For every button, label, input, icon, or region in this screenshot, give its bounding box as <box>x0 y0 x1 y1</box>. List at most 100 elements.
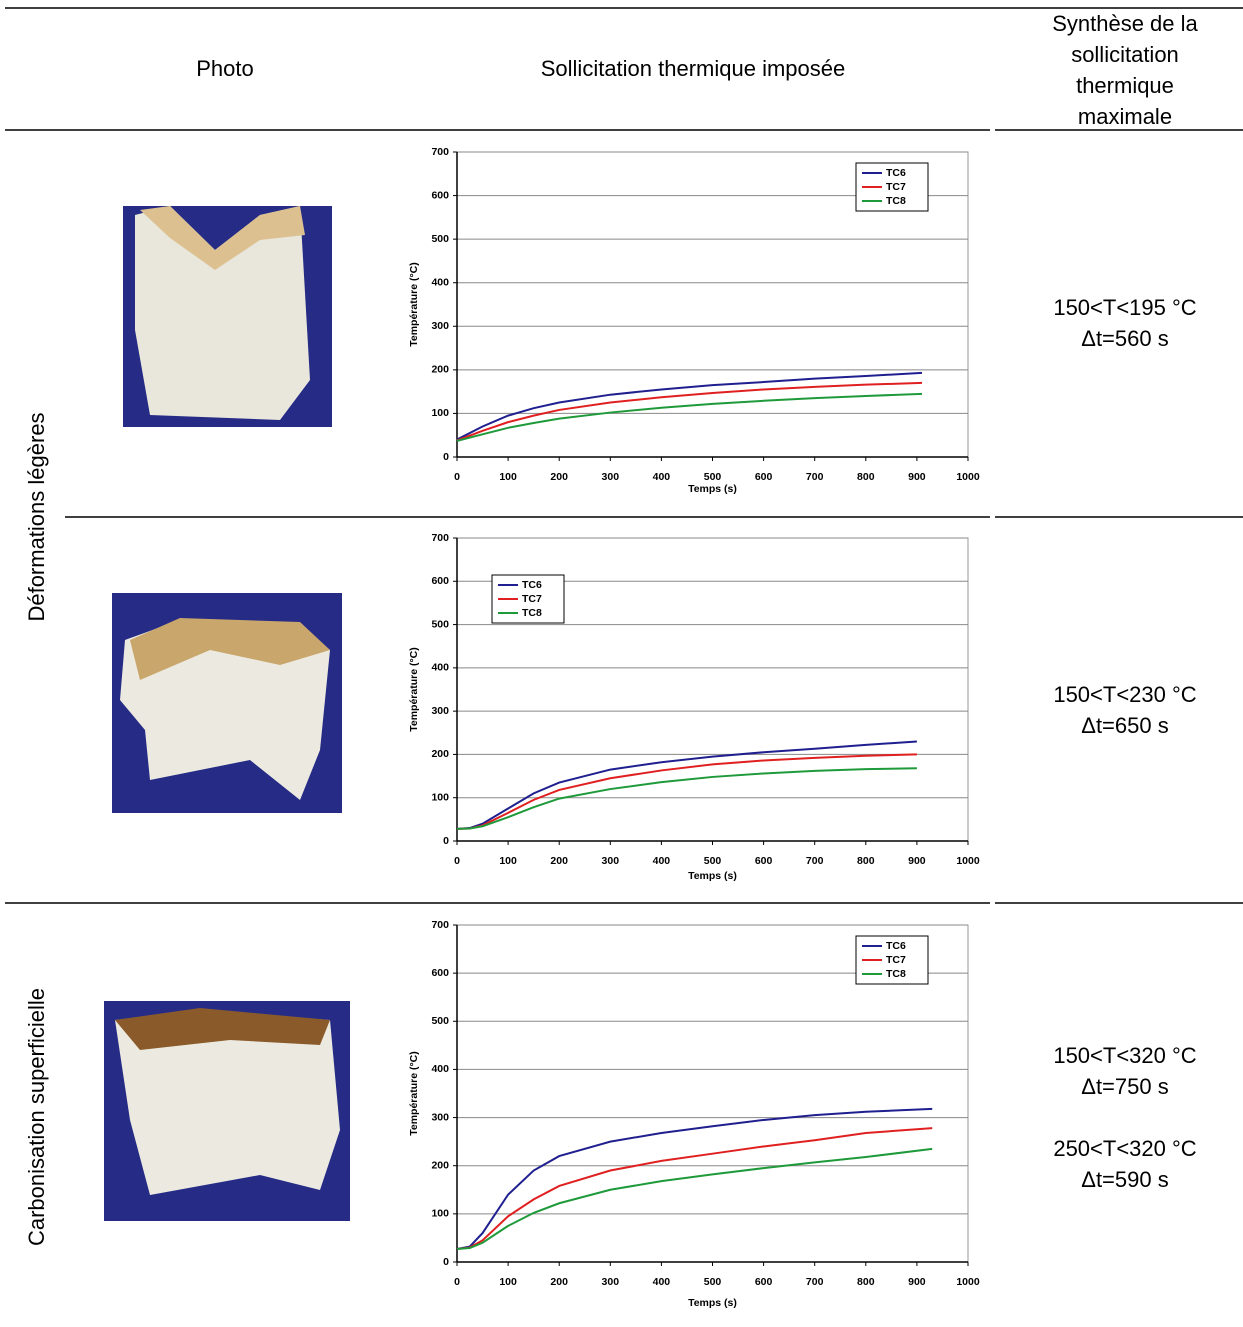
y-tick-label: 0 <box>443 451 449 463</box>
legend-label: TC8 <box>886 195 906 207</box>
y-tick-label: 500 <box>431 1015 449 1027</box>
synthesis-text: Δt=750 s <box>1081 1074 1168 1099</box>
x-tick-label: 500 <box>704 1276 722 1288</box>
y-tick-label: 500 <box>431 618 449 630</box>
data-line <box>456 1127 933 1250</box>
data-line <box>456 767 917 830</box>
y-tick-label: 0 <box>443 835 449 847</box>
data-line <box>456 740 917 830</box>
x-tick-label: 0 <box>454 1276 460 1288</box>
header-cell: Photo <box>196 56 254 81</box>
synthesis-text: Δt=560 s <box>1081 326 1168 351</box>
y-tick-label: 400 <box>431 662 449 674</box>
y-axis-label: Température (°C) <box>408 262 420 347</box>
y-tick-label: 700 <box>431 146 449 158</box>
y-tick-label: 400 <box>431 1063 449 1075</box>
data-line <box>456 371 923 441</box>
y-tick-label: 0 <box>443 1256 449 1268</box>
y-tick-label: 300 <box>431 705 449 717</box>
y-tick-label: 400 <box>431 276 449 288</box>
y-tick-label: 200 <box>431 364 449 376</box>
y-tick-label: 100 <box>431 791 449 803</box>
legend-label: TC6 <box>886 167 906 179</box>
photo <box>123 206 332 427</box>
x-tick-label: 100 <box>499 1276 517 1288</box>
x-tick-label: 600 <box>755 471 773 483</box>
x-tick-label: 600 <box>755 855 773 867</box>
legend-label: TC7 <box>522 593 542 605</box>
x-tick-label: 900 <box>908 1276 926 1288</box>
x-tick-label: 0 <box>454 471 460 483</box>
legend-label: TC7 <box>886 181 906 193</box>
x-tick-label: 300 <box>602 471 620 483</box>
y-tick-label: 700 <box>431 919 449 931</box>
synthesis-text: 150<T<230 °C <box>1053 682 1196 707</box>
x-tick-label: 900 <box>908 471 926 483</box>
y-tick-label: 700 <box>431 532 449 544</box>
y-tick-label: 200 <box>431 748 449 760</box>
x-tick-label: 0 <box>454 855 460 867</box>
x-tick-label: 700 <box>806 855 824 867</box>
legend-label: TC6 <box>886 940 906 952</box>
synthesis-text: 250<T<320 °C <box>1053 1136 1196 1161</box>
data-line <box>456 381 923 442</box>
y-tick-label: 500 <box>431 233 449 245</box>
header-cell: Synthèse de la sollicitation thermique m… <box>1052 11 1198 129</box>
x-tick-label: 1000 <box>956 855 980 867</box>
y-tick-label: 600 <box>431 575 449 587</box>
x-tick-label: 600 <box>755 1276 773 1288</box>
data-line <box>456 392 923 442</box>
header-cell: Sollicitation thermique imposée <box>541 56 846 81</box>
legend-label: TC6 <box>522 579 542 591</box>
x-tick-label: 1000 <box>956 471 980 483</box>
x-tick-label: 800 <box>857 471 875 483</box>
row-group-label: Déformations légères <box>24 412 49 621</box>
x-tick-label: 700 <box>806 1276 824 1288</box>
x-axis-label: Temps (s) <box>688 483 737 495</box>
synthesis-text: 150<T<320 °C <box>1053 1043 1196 1068</box>
x-tick-label: 500 <box>704 471 722 483</box>
x-tick-label: 400 <box>653 471 671 483</box>
x-tick-label: 300 <box>602 1276 620 1288</box>
x-tick-label: 400 <box>653 1276 671 1288</box>
synthesis-text: 150<T<195 °C <box>1053 295 1196 320</box>
legend: TC6 TC7 TC8 <box>855 935 929 985</box>
y-axis-label: Température (°C) <box>408 647 420 732</box>
y-axis-label: Température (°C) <box>408 1051 420 1136</box>
x-tick-label: 100 <box>499 471 517 483</box>
data-line <box>456 1107 933 1250</box>
legend: TC6 TC7 TC8 <box>855 162 929 212</box>
x-tick-label: 200 <box>550 1276 568 1288</box>
y-tick-label: 600 <box>431 189 449 201</box>
legend: TC6 TC7 TC8 <box>491 574 565 624</box>
y-tick-label: 300 <box>431 1111 449 1123</box>
rules <box>5 7 1243 904</box>
x-tick-label: 800 <box>857 1276 875 1288</box>
legend-label: TC8 <box>886 968 906 980</box>
x-tick-label: 1000 <box>956 1276 980 1288</box>
x-tick-label: 500 <box>704 855 722 867</box>
y-tick-label: 200 <box>431 1159 449 1171</box>
legend-label: TC7 <box>886 954 906 966</box>
synthesis-text: Δt=590 s <box>1081 1167 1168 1192</box>
row-group-label: Carbonisation superficielle <box>24 988 49 1246</box>
synthesis-text: Δt=650 s <box>1081 713 1168 738</box>
x-tick-label: 700 <box>806 471 824 483</box>
y-tick-label: 300 <box>431 320 449 332</box>
photo <box>112 593 342 813</box>
data-line <box>456 1147 933 1250</box>
legend-label: TC8 <box>522 607 542 619</box>
x-tick-label: 200 <box>550 471 568 483</box>
x-axis-label: Temps (s) <box>688 1297 737 1309</box>
x-tick-label: 200 <box>550 855 568 867</box>
y-tick-label: 600 <box>431 967 449 979</box>
x-tick-label: 300 <box>602 855 620 867</box>
x-tick-label: 100 <box>499 855 517 867</box>
x-axis-label: Temps (s) <box>688 870 737 882</box>
x-tick-label: 400 <box>653 855 671 867</box>
x-tick-label: 800 <box>857 855 875 867</box>
y-tick-label: 100 <box>431 407 449 419</box>
photo <box>104 1001 350 1221</box>
